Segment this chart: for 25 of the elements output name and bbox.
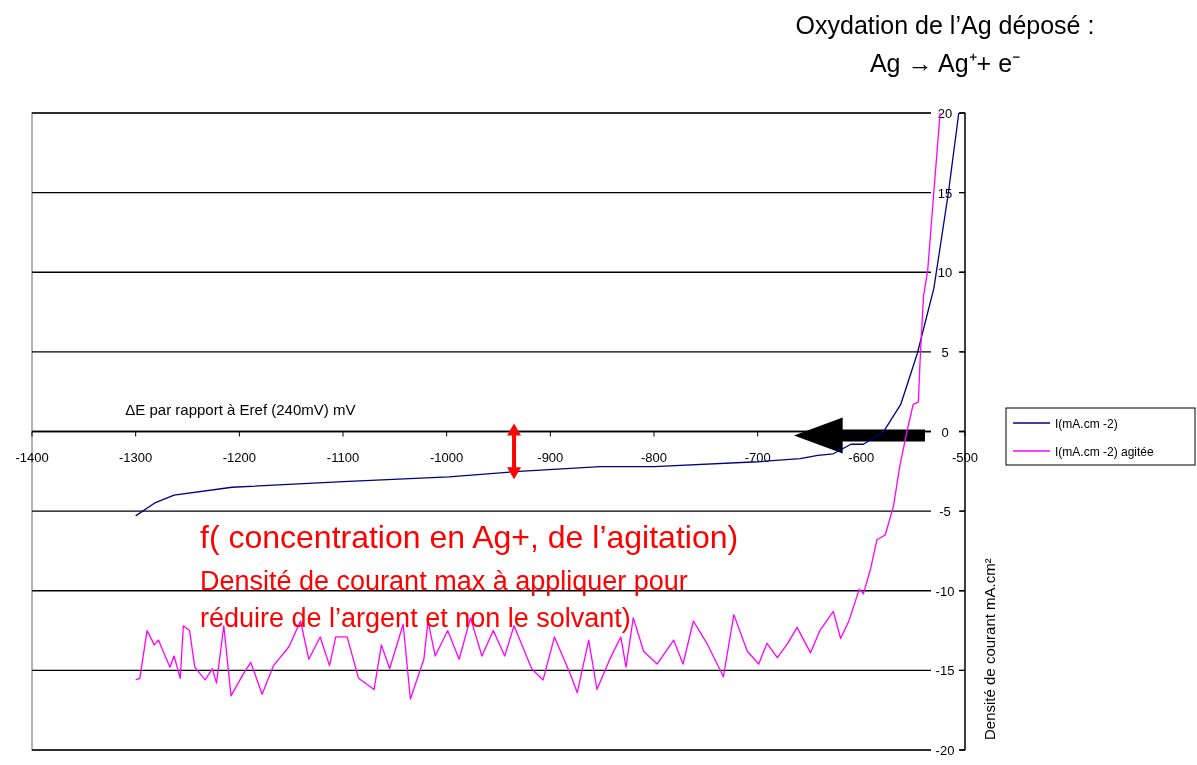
- legend-label: I(mA.cm -2) agitée: [1055, 445, 1155, 459]
- y-tick-label: -5: [939, 504, 951, 520]
- annotation: f( concentration en Ag+, de l’agitation): [200, 519, 739, 555]
- x-axis-title: ΔE par rapport à Eref (240mV) mV: [125, 400, 356, 418]
- x-tick-label: -600: [848, 449, 875, 465]
- x-tick-label: -700: [744, 449, 771, 465]
- legend-label: I(mA.cm -2): [1055, 417, 1118, 431]
- y-tick-label: -10: [935, 583, 955, 599]
- x-tick-label: -1300: [119, 449, 153, 465]
- y-axis-title: Densité de courant mA.cm²: [981, 558, 998, 740]
- y-tick-label: -15: [935, 663, 955, 679]
- x-tick-label: -1100: [326, 449, 360, 465]
- y-tick-label: 0: [941, 424, 949, 440]
- x-tick-label: -1400: [15, 449, 49, 465]
- y-tick-label: -20: [935, 743, 955, 758]
- y-tick-label: 10: [937, 265, 953, 281]
- chart-subtitle: Ag → Ag⁺+ e⁻: [869, 49, 1021, 77]
- x-tick-label: -900: [537, 449, 564, 465]
- annotation: Densité de courant max à appliquer pour réduire de l’argent et non le solvant): [200, 566, 688, 633]
- y-tick-label: 5: [941, 344, 949, 360]
- x-tick-label: -1000: [430, 449, 464, 465]
- y-tick-label: 20: [937, 106, 953, 121]
- chart-title: Oxydation de l’Ag déposé :: [795, 11, 1095, 39]
- x-tick-label: -800: [640, 449, 668, 465]
- x-tick-label: -1200: [222, 449, 256, 465]
